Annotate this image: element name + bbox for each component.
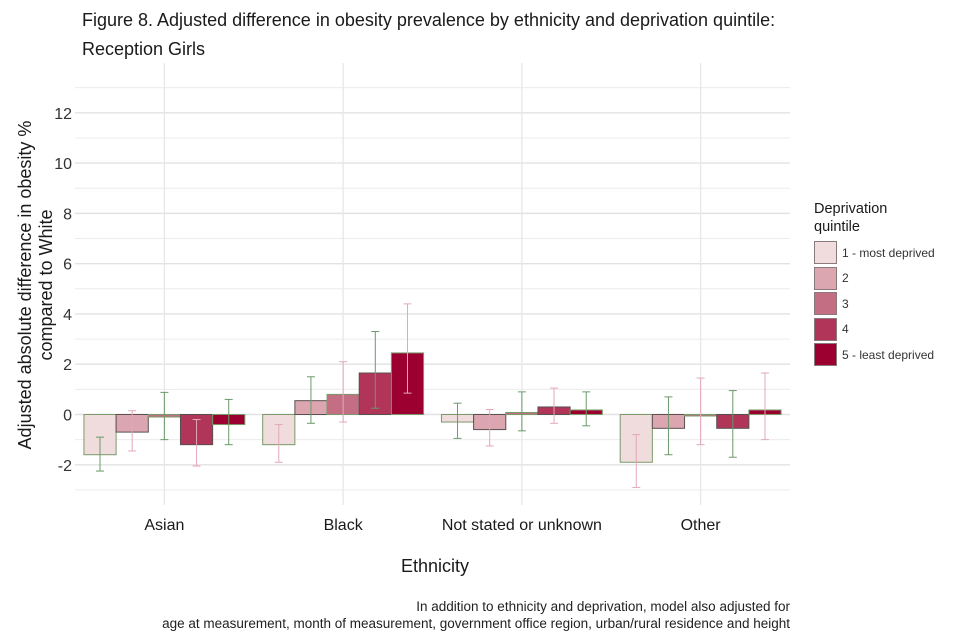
x-tick-label: Not stated or unknown (442, 517, 602, 534)
y-tick-label: 6 (63, 257, 72, 274)
chart-subtitle: Reception Girls (82, 39, 206, 59)
legend-label: 5 - least deprived (842, 347, 935, 362)
legend-label: 2 (842, 271, 849, 286)
legend-swatch (814, 343, 837, 367)
legend-item: 1 - most deprived (814, 240, 935, 266)
y-tick-label: 4 (63, 307, 72, 324)
legend-item: 3 (814, 291, 935, 317)
x-tick-label: Black (324, 517, 364, 534)
y-tick-label: 2 (63, 357, 72, 374)
chart-title-line: Figure 8. Adjusted difference in obesity… (82, 10, 776, 30)
legend-title-line1: Deprivation (814, 201, 888, 217)
legend-swatch (814, 266, 837, 290)
legend-item: 4 (814, 317, 935, 343)
legend-title-line2: quintile (814, 219, 860, 235)
y-tick-label: 10 (54, 156, 72, 173)
caption-line2: age at measurement, month of measurement… (162, 616, 790, 631)
y-tick-label: 0 (63, 407, 72, 424)
legend-label: 4 (842, 322, 849, 337)
y-tick-label: -2 (58, 458, 72, 475)
legend-swatch (814, 241, 837, 265)
legend-item: 2 (814, 266, 935, 292)
y-tick-label: 12 (54, 106, 72, 123)
x-tick-label: Asian (144, 517, 184, 534)
legend-item: 5 - least deprived (814, 342, 935, 368)
y-tick-labels: -2 0 2 4 6 8 10 12 (54, 106, 72, 475)
caption-line1: In addition to ethnicity and deprivation… (416, 599, 790, 614)
legend: Deprivation quintile 1 - most deprived 2 3… (814, 200, 935, 368)
legend-label: 3 (842, 296, 849, 311)
legend-title: Deprivation quintile (814, 200, 935, 236)
x-axis-title: Ethnicity (400, 556, 470, 576)
y-tick-label: 8 (63, 206, 72, 223)
x-tick-label: Other (681, 517, 722, 534)
legend-items: 1 - most deprived 2 3 4 5 - least deprived (814, 240, 935, 368)
caption: In addition to ethnicity and deprivation… (162, 598, 790, 632)
error-bars (96, 303, 769, 488)
x-tick-labels: Asian Black Not stated or unknown Other (144, 517, 721, 534)
legend-swatch (814, 292, 837, 316)
bars (83, 352, 782, 463)
legend-swatch (814, 317, 837, 341)
chart-title: Figure 8. Adjusted difference in obesity… (82, 6, 775, 64)
legend-label: 1 - most deprived (842, 245, 935, 260)
